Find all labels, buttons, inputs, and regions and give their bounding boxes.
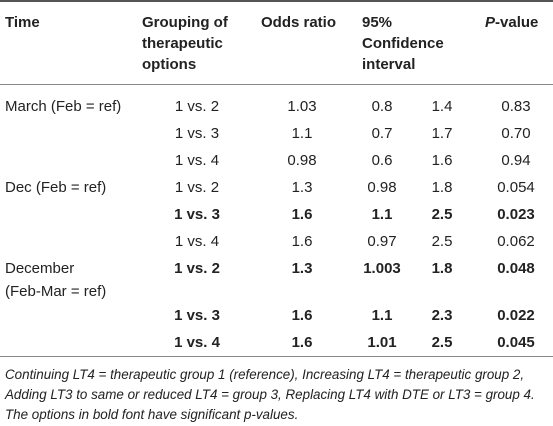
header-p-suffix: -value xyxy=(495,14,539,31)
cell-p-value: 0.94 xyxy=(501,152,531,169)
cell-grouping: 1 vs. 3 xyxy=(174,206,220,223)
cell-ci-upper: 1.8 xyxy=(431,179,453,196)
cell-odds-ratio: 0.98 xyxy=(287,152,317,169)
header-grouping: Grouping of therapeutic options xyxy=(142,12,262,75)
cell-p-value: 0.023 xyxy=(497,206,535,223)
cell-ci-upper: 2.5 xyxy=(431,334,453,351)
cell-ci-upper: 1.6 xyxy=(431,152,453,169)
cell-ci-lower: 0.98 xyxy=(367,179,397,196)
cell-ci-upper: 1.8 xyxy=(431,260,453,277)
cell-odds-ratio: 1.03 xyxy=(287,98,317,115)
cell-ci-lower: 1.1 xyxy=(371,206,393,223)
header-ci-line3: interval xyxy=(362,56,416,73)
cell-time: March (Feb = ref) xyxy=(5,98,122,115)
header-p-value: P-value xyxy=(485,12,538,33)
cell-time: Dec (Feb = ref) xyxy=(5,179,107,196)
cell-grouping: 1 vs. 2 xyxy=(174,98,220,115)
cell-ci-lower: 0.7 xyxy=(371,125,393,142)
cell-ci-upper: 2.5 xyxy=(431,233,453,250)
cell-grouping: 1 vs. 4 xyxy=(174,152,220,169)
cell-grouping: 1 vs. 3 xyxy=(174,307,220,324)
cell-odds-ratio: 1.1 xyxy=(291,125,313,142)
cell-grouping: 1 vs. 3 xyxy=(174,125,220,142)
cell-grouping: 1 vs. 4 xyxy=(174,334,220,351)
cell-ci-lower: 1.01 xyxy=(367,334,397,351)
cell-ci-lower: 0.8 xyxy=(371,98,393,115)
cell-time-sub: (Feb-Mar = ref) xyxy=(5,283,107,300)
cell-grouping: 1 vs. 2 xyxy=(174,179,220,196)
cell-ci-upper: 2.3 xyxy=(431,307,453,324)
cell-ci-lower: 1.1 xyxy=(371,307,393,324)
header-odds-ratio: Odds ratio xyxy=(261,14,337,31)
header-ci-line1: 95% xyxy=(362,14,393,31)
cell-ci-upper: 1.7 xyxy=(431,125,453,142)
cell-p-value: 0.045 xyxy=(497,334,535,351)
cell-grouping: 1 vs. 4 xyxy=(174,233,220,250)
header-p-letter: P xyxy=(485,14,496,31)
cell-ci-upper: 2.5 xyxy=(431,206,453,223)
cell-odds-ratio: 1.6 xyxy=(291,206,313,223)
header-time: Time xyxy=(5,14,40,31)
header-ci-line2: Confidence xyxy=(362,35,444,52)
cell-odds-ratio: 1.6 xyxy=(291,307,313,324)
cell-grouping: 1 vs. 2 xyxy=(174,260,220,277)
cell-ci-lower: 1.003 xyxy=(363,260,401,277)
table-bottom-rule xyxy=(0,356,553,357)
cell-p-value: 0.70 xyxy=(501,125,531,142)
cell-odds-ratio: 1.3 xyxy=(291,260,313,277)
table-footnote: Continuing LT4 = therapeutic group 1 (re… xyxy=(5,367,535,422)
cell-p-value: 0.83 xyxy=(501,98,531,115)
header-grouping-line2: therapeutic xyxy=(142,35,223,52)
cell-odds-ratio: 1.3 xyxy=(291,179,313,196)
header-grouping-line1: Grouping of xyxy=(142,14,228,31)
cell-ci-lower: 0.97 xyxy=(367,233,397,250)
cell-odds-ratio: 1.6 xyxy=(291,334,313,351)
cell-p-value: 0.054 xyxy=(497,179,535,196)
cell-p-value: 0.048 xyxy=(497,260,535,277)
cell-p-value: 0.062 xyxy=(497,233,535,250)
header-grouping-line3: options xyxy=(142,56,197,73)
cell-time: December xyxy=(5,260,75,277)
cell-ci-upper: 1.4 xyxy=(431,98,453,115)
cell-odds-ratio: 1.6 xyxy=(291,233,313,250)
header-rule xyxy=(0,84,553,85)
header-confidence-interval: 95% Confidence interval xyxy=(362,12,472,75)
table-top-rule xyxy=(0,0,553,2)
cell-p-value: 0.022 xyxy=(497,307,535,324)
cell-ci-lower: 0.6 xyxy=(371,152,393,169)
